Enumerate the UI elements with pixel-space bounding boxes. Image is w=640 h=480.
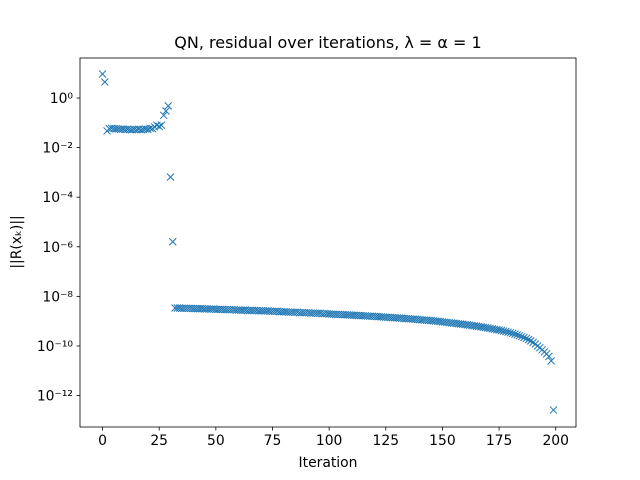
data-point xyxy=(511,330,519,338)
data-point xyxy=(157,121,166,130)
data-point xyxy=(515,331,524,340)
axes-frame xyxy=(79,57,577,428)
data-point xyxy=(508,329,517,338)
x-tick-label: 75 xyxy=(264,433,282,449)
y-axis-label: ||R(xₖ)|| xyxy=(9,215,25,268)
data-point xyxy=(495,326,503,334)
data-point xyxy=(488,325,497,333)
data-point xyxy=(504,328,512,337)
data-point xyxy=(547,357,556,365)
data-point xyxy=(549,406,558,414)
data-point xyxy=(502,327,510,336)
y-tick-label: 10⁻⁸ xyxy=(42,289,73,305)
y-tick-label: 10⁰ xyxy=(50,91,74,107)
data-point xyxy=(166,173,175,181)
data-point xyxy=(98,70,107,78)
data-point xyxy=(483,324,492,332)
plot-area xyxy=(98,70,558,414)
data-point xyxy=(486,324,494,333)
data-point xyxy=(520,333,528,342)
x-tick-label: 150 xyxy=(429,433,456,449)
data-point xyxy=(526,337,535,345)
data-point xyxy=(499,327,508,335)
y-tick-label: 10⁻¹⁰ xyxy=(37,339,74,355)
data-point xyxy=(146,124,154,133)
data-point xyxy=(517,332,526,341)
x-tick-label: 125 xyxy=(373,433,400,449)
x-tick-label: 100 xyxy=(316,433,343,449)
x-axis-label: Iteration xyxy=(299,455,358,471)
y-tick-label: 10⁻⁶ xyxy=(42,240,73,256)
chart-title: QN, residual over iterations, λ = α = 1 xyxy=(174,33,481,52)
data-point xyxy=(513,331,522,339)
data-point xyxy=(155,122,164,131)
data-point xyxy=(164,102,173,110)
y-tick-label: 10⁻² xyxy=(42,141,73,157)
data-point xyxy=(100,78,109,86)
data-point xyxy=(506,328,515,337)
data-point xyxy=(168,237,177,246)
x-tick-label: 175 xyxy=(486,433,513,449)
data-point xyxy=(522,334,531,343)
data-point xyxy=(497,326,506,335)
y-tick-label: 10⁻⁴ xyxy=(42,190,73,206)
data-point xyxy=(159,111,168,120)
x-tick-label: 25 xyxy=(150,433,168,449)
x-tick-label: 200 xyxy=(542,433,569,449)
data-point xyxy=(524,335,533,344)
x-tick-label: 50 xyxy=(207,433,225,449)
y-tick-label: 10⁻¹² xyxy=(37,389,73,405)
data-point xyxy=(162,107,170,115)
data-point xyxy=(545,352,553,361)
x-tick-label: 0 xyxy=(98,433,107,449)
